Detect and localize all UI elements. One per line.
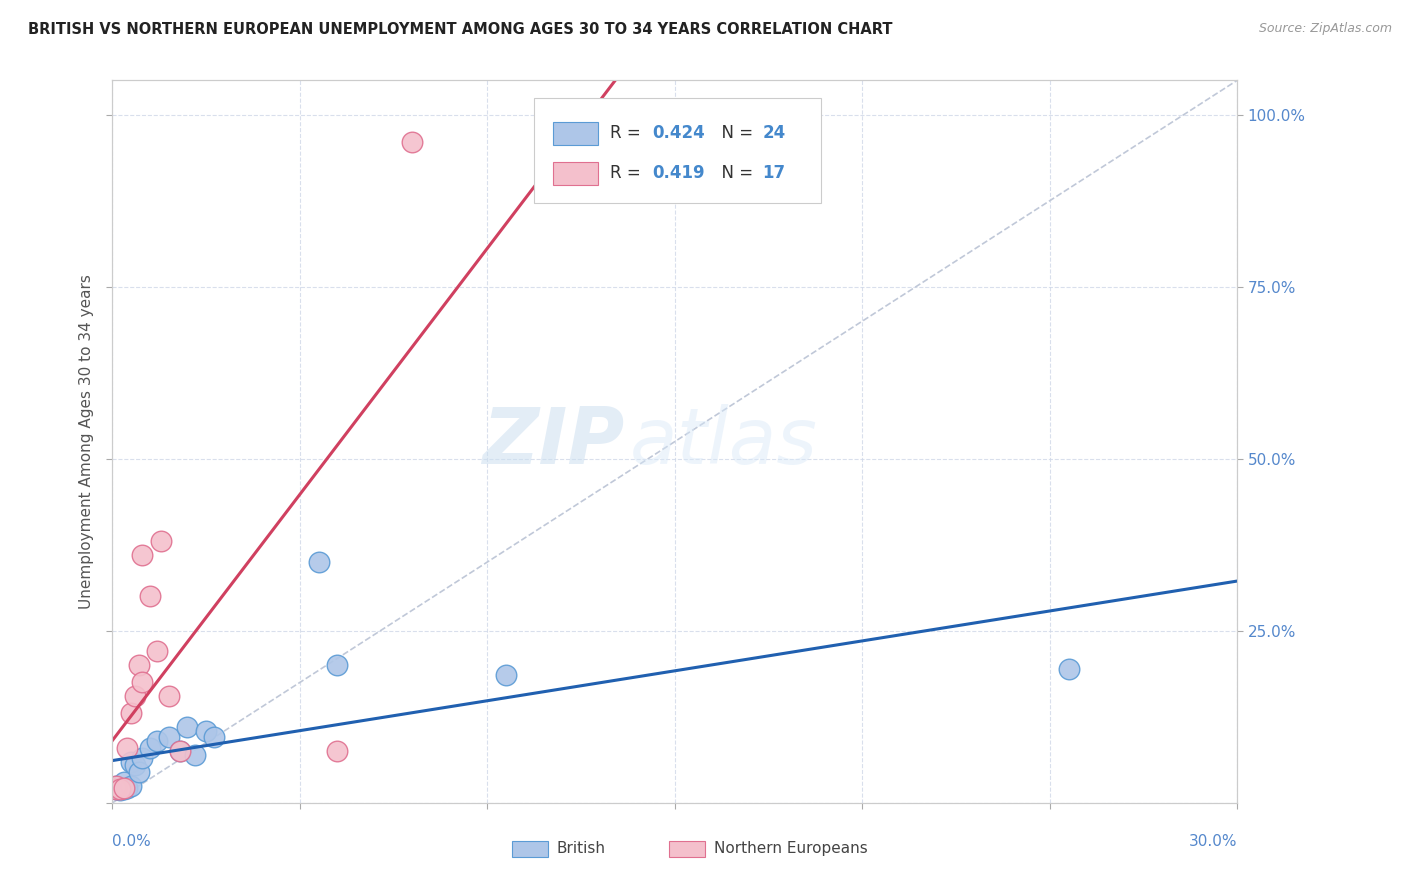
Point [202,731,225,745]
Point [105,779,128,793]
Point [120,755,142,769]
Point [128,658,150,673]
Point [105,782,128,797]
Point [117,740,139,755]
Point [146,644,169,658]
Point [124,758,146,772]
Text: 0.0%: 0.0% [112,834,152,849]
Point [108,780,131,795]
Point [128,764,150,779]
Point [495,668,517,682]
Point [195,723,218,738]
Point [112,782,135,797]
Point [150,534,173,549]
Point [117,780,139,795]
Point [169,744,191,758]
Text: 17: 17 [762,164,786,182]
Text: Source: ZipAtlas.com: Source: ZipAtlas.com [1258,22,1392,36]
Point [112,780,135,795]
Text: British: British [557,841,606,855]
Y-axis label: Unemployment Among Ages 30 to 34 years: Unemployment Among Ages 30 to 34 years [79,274,94,609]
Point [184,747,207,762]
Point [105,779,128,793]
FancyBboxPatch shape [534,98,821,203]
Point [157,689,180,703]
Point [401,135,423,149]
Text: 0.424: 0.424 [652,124,706,142]
Text: 24: 24 [762,124,786,142]
Text: 0.419: 0.419 [652,164,704,182]
Point [131,675,153,690]
Point [169,744,191,758]
Point [120,779,142,793]
Point [124,689,146,703]
Point [108,782,131,797]
Text: N =: N = [711,164,758,182]
FancyBboxPatch shape [554,122,599,145]
Point [131,548,153,562]
Point [120,706,142,721]
Point [176,720,198,734]
Point [139,740,162,755]
Text: BRITISH VS NORTHERN EUROPEAN UNEMPLOYMENT AMONG AGES 30 TO 34 YEARS CORRELATION : BRITISH VS NORTHERN EUROPEAN UNEMPLOYMEN… [28,22,893,37]
Text: 30.0%: 30.0% [1189,834,1237,849]
Point [326,744,349,758]
Text: ZIP: ZIP [482,403,624,480]
Text: Northern Europeans: Northern Europeans [714,841,868,855]
Text: atlas: atlas [630,403,818,480]
Point [105,782,128,797]
Text: R =: R = [610,124,645,142]
Point [308,555,330,569]
FancyBboxPatch shape [669,841,706,857]
Point [146,734,169,748]
Text: N =: N = [711,124,758,142]
Point [139,590,162,604]
Text: R =: R = [610,164,645,182]
Point [157,731,180,745]
FancyBboxPatch shape [554,162,599,185]
Point [131,751,153,765]
Point [112,775,135,789]
FancyBboxPatch shape [512,841,548,857]
Point [108,783,131,797]
Point [326,658,349,673]
Point [1057,662,1080,676]
